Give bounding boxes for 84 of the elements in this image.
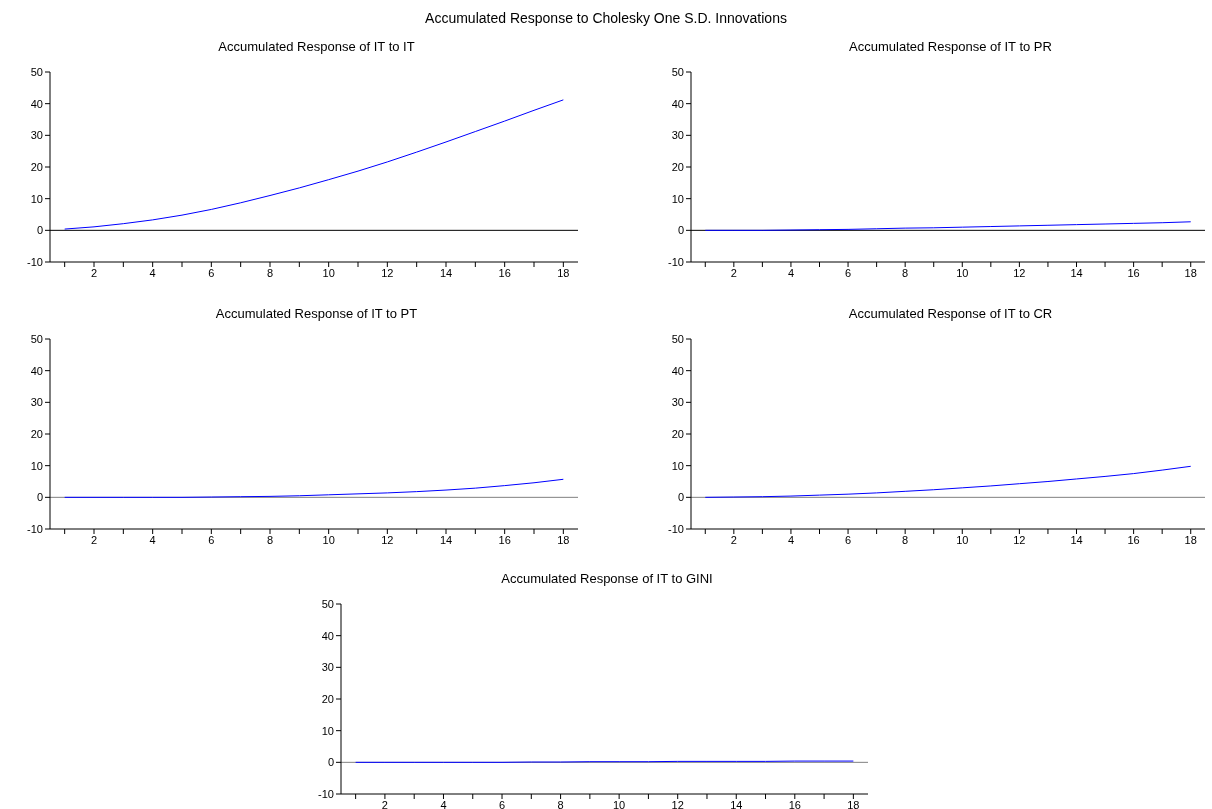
y-tick-label: 30 (321, 661, 334, 674)
y-tick-label: -10 (27, 522, 43, 535)
x-tick-label: 18 (557, 533, 570, 546)
x-tick-label: 6 (208, 266, 215, 279)
y-tick-label: 50 (671, 65, 684, 78)
x-tick-label: 2 (90, 533, 98, 546)
y-tick-label: 0 (677, 491, 684, 504)
y-tick-label: 30 (671, 129, 684, 142)
y-tick-label: 30 (30, 396, 43, 409)
x-tick-label: 4 (149, 266, 156, 279)
y-tick-label: -10 (668, 255, 684, 268)
x-tick-label: 18 (847, 798, 860, 809)
y-tick-label: 50 (30, 332, 43, 345)
chart-title: Accumulated Response of IT to CR (847, 305, 1054, 323)
x-tick-label: 14 (1070, 266, 1083, 279)
y-tick-label: 20 (671, 427, 684, 440)
y-tick-label: 10 (321, 724, 334, 737)
x-tick-label: 6 (208, 533, 215, 546)
x-tick-label: 14 (1070, 533, 1083, 546)
x-tick-label: 10 (956, 266, 969, 279)
y-tick-label: 20 (671, 160, 684, 173)
x-tick-label: 18 (1184, 533, 1197, 546)
x-tick-label: 6 (844, 266, 852, 279)
x-tick-label: 16 (788, 798, 801, 809)
x-tick-label: 12 (671, 798, 684, 809)
y-tick-label: 50 (321, 597, 334, 610)
y-tick-label: 30 (30, 129, 43, 142)
y-tick-label: 40 (321, 629, 334, 642)
x-tick-label: 16 (498, 533, 511, 546)
y-tick-label: -10 (318, 787, 334, 800)
y-tick-label: 50 (30, 65, 43, 78)
x-tick-label: 4 (149, 533, 156, 546)
x-tick-label: 16 (1127, 266, 1140, 279)
x-tick-label: 18 (557, 266, 570, 279)
y-tick-label: 10 (30, 459, 43, 472)
x-tick-label: 2 (90, 266, 98, 279)
x-tick-label: 12 (381, 533, 394, 546)
y-tick-label: 20 (30, 427, 43, 440)
y-tick-label: 20 (321, 692, 334, 705)
text: Accumulated Response to Cholesky One S.D. Innovations (424, 10, 788, 26)
x-tick-label: 8 (902, 533, 909, 546)
x-tick-label: 2 (381, 798, 388, 809)
x-tick-label: 12 (1013, 266, 1026, 279)
x-tick-label: 6 (498, 798, 506, 809)
x-tick-label: 8 (557, 798, 564, 809)
x-tick-label: 8 (902, 266, 909, 279)
y-tick-label: 40 (671, 97, 684, 110)
x-tick-label: 14 (730, 798, 743, 809)
y-tick-label: 0 (36, 491, 43, 504)
x-tick-label: 16 (1127, 533, 1140, 546)
x-tick-label: 14 (439, 266, 453, 279)
y-tick-label: 40 (30, 364, 43, 377)
x-tick-label: 4 (787, 533, 795, 546)
x-tick-label: 4 (787, 266, 795, 279)
chart-title: Accumulated Response of IT to GINI (500, 570, 714, 588)
y-tick-label: 10 (671, 192, 684, 205)
x-tick-label: 8 (266, 266, 274, 279)
y-tick-label: -10 (668, 522, 684, 535)
y-tick-label: 20 (30, 160, 43, 173)
y-tick-label: 40 (671, 364, 684, 377)
y-tick-label: 10 (30, 192, 43, 205)
x-tick-label: 8 (266, 533, 274, 546)
y-tick-label: 30 (671, 396, 684, 409)
x-tick-label: 10 (956, 533, 969, 546)
x-tick-label: 2 (730, 266, 737, 279)
y-tick-label: 0 (327, 756, 334, 769)
y-tick-label: -10 (27, 255, 43, 268)
chart-title: Accumulated Response of IT to PR (848, 38, 1053, 56)
x-tick-label: 12 (1013, 533, 1026, 546)
chart-title: Accumulated Response of IT to PT (214, 305, 419, 323)
y-tick-label: 40 (30, 97, 43, 110)
chart-subtitle: Accumulated Response of IT to IT (217, 38, 416, 56)
x-tick-label: 18 (1184, 266, 1197, 279)
x-tick-label: 12 (381, 266, 394, 279)
x-tick-label: 2 (730, 533, 737, 546)
y-tick-label: 10 (671, 459, 684, 472)
y-tick-label: 0 (36, 224, 43, 237)
x-tick-label: 10 (613, 798, 626, 809)
y-tick-label: 0 (677, 224, 684, 237)
x-tick-label: 16 (498, 266, 511, 279)
x-tick-label: 4 (440, 798, 447, 809)
x-tick-label: 14 (439, 533, 453, 546)
y-tick-label: 50 (671, 332, 684, 345)
x-tick-label: 6 (844, 533, 852, 546)
